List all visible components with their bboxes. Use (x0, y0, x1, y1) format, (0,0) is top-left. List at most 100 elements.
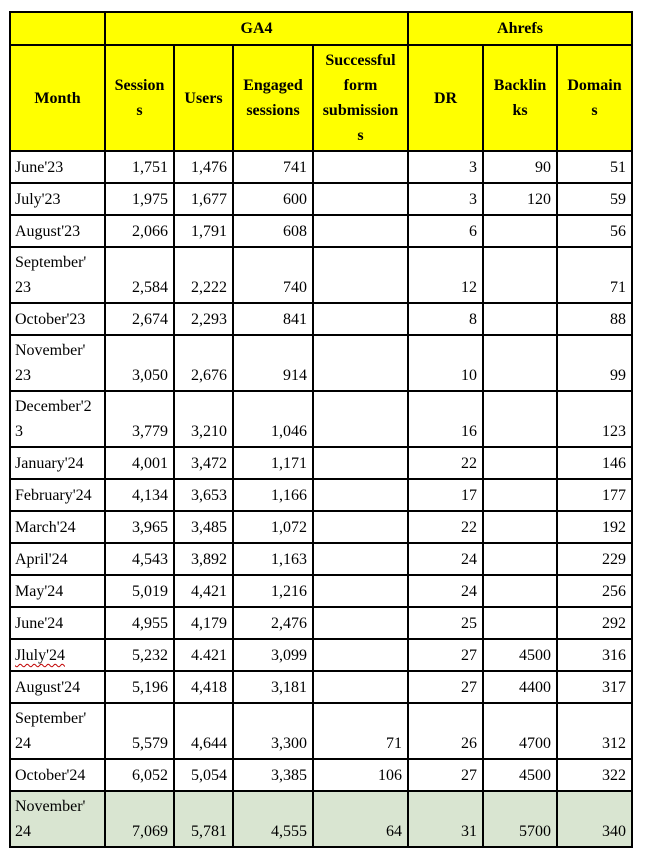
form-submissions-cell (312, 214, 409, 248)
backlinks-cell (482, 390, 558, 448)
sessions-cell: 5,232 (104, 638, 175, 672)
backlinks-cell (482, 606, 558, 640)
domains-cell: 192 (556, 510, 633, 544)
month-cell: May'24 (9, 574, 106, 608)
month-cell: March'24 (9, 510, 106, 544)
column-header-users: Users (173, 44, 234, 152)
users-cell: 4.421 (173, 638, 234, 672)
month-cell: December'23 (9, 390, 106, 448)
backlinks-cell (482, 510, 558, 544)
backlinks-cell (482, 542, 558, 576)
metrics-table: GA4 Ahrefs Month Sessions Users Engaged … (9, 11, 633, 848)
dr-cell: 31 (407, 790, 484, 848)
users-cell: 3,485 (173, 510, 234, 544)
month-label: December'23 (15, 398, 92, 440)
dr-cell: 22 (407, 446, 484, 480)
sessions-cell: 4,134 (104, 478, 175, 512)
table-row: June'24 4,955 4,179 2,476 25 292 (9, 606, 633, 640)
sessions-cell: 4,543 (104, 542, 175, 576)
engaged-sessions-cell: 1,166 (232, 478, 314, 512)
column-header-form-submissions: Successful form submissions (312, 44, 409, 152)
users-cell: 3,653 (173, 478, 234, 512)
dr-cell: 22 (407, 510, 484, 544)
domains-cell: 317 (556, 670, 633, 704)
sessions-cell: 6,052 (104, 758, 175, 792)
domains-cell: 177 (556, 478, 633, 512)
users-cell: 5,054 (173, 758, 234, 792)
backlinks-cell: 4400 (482, 670, 558, 704)
backlinks-cell: 120 (482, 182, 558, 216)
users-cell: 4,179 (173, 606, 234, 640)
backlinks-cell: 90 (482, 150, 558, 184)
users-cell: 3,472 (173, 446, 234, 480)
table-row: October'23 2,674 2,293 841 8 88 (9, 302, 633, 336)
form-submissions-cell: 106 (312, 758, 409, 792)
backlinks-cell (482, 246, 558, 304)
column-header-dr: DR (407, 44, 484, 152)
column-header-engaged-sessions: Engaged sessions (232, 44, 314, 152)
table-row: June'23 1,751 1,476 741 3 90 51 (9, 150, 633, 184)
engaged-sessions-cell: 1,216 (232, 574, 314, 608)
sessions-cell: 5,196 (104, 670, 175, 704)
month-cell: November'24 (9, 790, 106, 848)
dr-cell: 10 (407, 334, 484, 392)
dr-cell: 27 (407, 670, 484, 704)
dr-cell: 24 (407, 542, 484, 576)
table-row: March'24 3,965 3,485 1,072 22 192 (9, 510, 633, 544)
month-cell: June'23 (9, 150, 106, 184)
backlinks-cell: 5700 (482, 790, 558, 848)
engaged-sessions-cell: 914 (232, 334, 314, 392)
form-submissions-cell (312, 510, 409, 544)
dr-cell: 12 (407, 246, 484, 304)
header-group-ahrefs: Ahrefs (407, 11, 633, 46)
dr-cell: 3 (407, 182, 484, 216)
sessions-cell: 4,955 (104, 606, 175, 640)
engaged-sessions-cell: 3,385 (232, 758, 314, 792)
domains-cell: 256 (556, 574, 633, 608)
backlinks-cell (482, 478, 558, 512)
table-row: December'23 3,779 3,210 1,046 16 123 (9, 390, 633, 448)
dr-cell: 26 (407, 702, 484, 760)
engaged-sessions-cell: 3,300 (232, 702, 314, 760)
form-submissions-cell (312, 182, 409, 216)
dr-cell: 17 (407, 478, 484, 512)
sessions-cell: 1,975 (104, 182, 175, 216)
month-label: September'24 (15, 710, 87, 752)
users-cell: 1,476 (173, 150, 234, 184)
users-cell: 4,644 (173, 702, 234, 760)
sessions-cell: 3,050 (104, 334, 175, 392)
engaged-sessions-cell: 1,072 (232, 510, 314, 544)
sessions-cell: 3,779 (104, 390, 175, 448)
table-row: May'24 5,019 4,421 1,216 24 256 (9, 574, 633, 608)
month-label: September'23 (15, 254, 87, 296)
users-cell: 2,222 (173, 246, 234, 304)
month-label: November'23 (15, 342, 86, 384)
sessions-cell: 2,066 (104, 214, 175, 248)
header-group-row: GA4 Ahrefs (9, 11, 633, 46)
domains-cell: 292 (556, 606, 633, 640)
month-cell: October'24 (9, 758, 106, 792)
users-cell: 2,293 (173, 302, 234, 336)
month-cell: July'23 (9, 182, 106, 216)
table-row: February'24 4,134 3,653 1,166 17 177 (9, 478, 633, 512)
column-header-backlinks: Backlinks (482, 44, 558, 152)
table-row: October'24 6,052 5,054 3,385 106 27 4500… (9, 758, 633, 792)
table-row: August'24 5,196 4,418 3,181 27 4400 317 (9, 670, 633, 704)
column-header-month: Month (9, 44, 106, 152)
dr-cell: 8 (407, 302, 484, 336)
month-label: April'24 (15, 551, 68, 568)
form-submissions-cell (312, 150, 409, 184)
month-cell: August'23 (9, 214, 106, 248)
dr-cell: 24 (407, 574, 484, 608)
engaged-sessions-cell: 1,171 (232, 446, 314, 480)
engaged-sessions-cell: 741 (232, 150, 314, 184)
month-label: May'24 (15, 583, 64, 600)
domains-cell: 316 (556, 638, 633, 672)
backlinks-cell (482, 214, 558, 248)
dr-cell: 25 (407, 606, 484, 640)
month-label: March'24 (15, 519, 76, 536)
table-row: November'24 7,069 5,781 4,555 64 31 5700… (9, 790, 633, 848)
domains-cell: 71 (556, 246, 633, 304)
users-cell: 5,781 (173, 790, 234, 848)
form-submissions-cell (312, 478, 409, 512)
